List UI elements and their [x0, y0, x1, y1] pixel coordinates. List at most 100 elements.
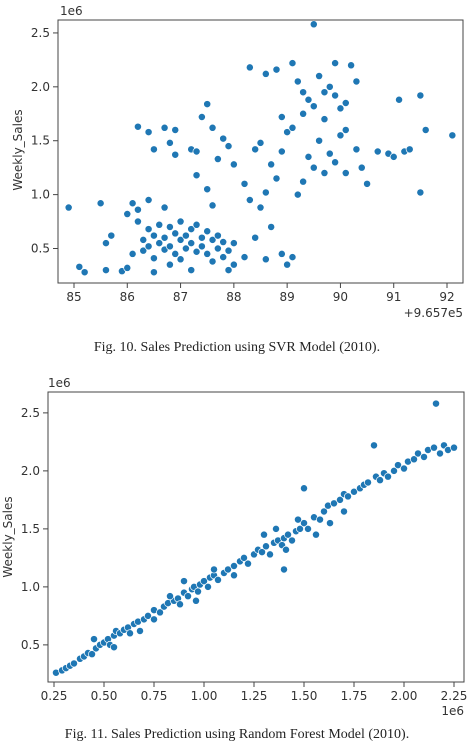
scatter-point: [320, 507, 328, 516]
scatter-point: [352, 145, 361, 154]
scatter-point: [364, 478, 372, 487]
scatter-point: [219, 238, 228, 246]
scatter-point: [213, 155, 222, 163]
scatter-point: [261, 69, 270, 78]
scatter-point: [244, 559, 252, 568]
scatter-point: [300, 519, 308, 528]
y-tick-label: 0.5: [31, 242, 50, 256]
scatter-point: [283, 128, 292, 137]
scatter-point: [229, 239, 238, 248]
scatter-point: [277, 113, 286, 121]
y-tick-label: 2.0: [21, 464, 40, 478]
scatter-point: [75, 262, 84, 271]
scatter-point: [331, 91, 340, 100]
x-tick-label: 0.25: [41, 689, 68, 703]
x-tick-label: 1.00: [191, 689, 218, 703]
scatter-point: [340, 507, 348, 516]
y-scale-label: 1e6: [60, 4, 83, 18]
scatter-point: [280, 565, 288, 574]
scatter-point: [390, 466, 398, 475]
scatter-point: [325, 82, 334, 91]
scatter-point: [384, 472, 392, 481]
scatter-point: [192, 147, 201, 156]
scatter-point: [203, 185, 212, 194]
x-tick-label: 88: [226, 290, 241, 304]
scatter-point: [64, 203, 73, 212]
scatter-point: [144, 128, 153, 137]
scatter-point: [102, 239, 110, 248]
y-tick-label: 2.5: [21, 406, 40, 420]
scatter-point: [208, 123, 217, 132]
scatter-point: [261, 188, 270, 197]
scatter-point: [194, 587, 202, 596]
y-tick-label: 1.5: [31, 134, 50, 148]
scatter-point: [414, 449, 422, 458]
scatter-point: [80, 268, 89, 277]
scatter-point: [204, 582, 212, 591]
scatter-point: [219, 134, 228, 143]
figure-caption-10: Fig. 10. Sales Prediction using SVR Mode…: [93, 340, 381, 355]
x-tick-label: 0.75: [141, 689, 168, 703]
scatter-point: [352, 77, 361, 86]
scatter-point: [272, 174, 281, 183]
figure-caption-11: Fig. 11. Sales Prediction using Random F…: [64, 727, 410, 742]
scatter-point: [171, 249, 180, 258]
scatter-point: [203, 227, 212, 236]
scatter-point: [165, 223, 174, 231]
svr-scatter-chart: 1e6 +9.657e5 Weekly_Sales 85 86 87 88 89 90 91…: [11, 4, 464, 320]
scatter-point: [166, 592, 174, 601]
y-tick-label: 1.0: [31, 188, 50, 202]
scatter-point: [299, 177, 308, 186]
scatter-point: [394, 461, 402, 470]
scatter-point: [200, 577, 208, 586]
scatter-point: [192, 596, 200, 605]
scatter-point: [309, 163, 318, 172]
x-ticks: 0.25 0.50 0.75 1.00 1.25 1.50 1.75 2.00 2.25: [41, 682, 467, 703]
scatter-point: [213, 244, 222, 253]
scatter-point: [224, 246, 233, 255]
scatter-point: [155, 239, 164, 248]
scatter-point: [197, 233, 206, 242]
scatter-point: [208, 201, 217, 210]
scatter-point: [320, 88, 329, 97]
scatter-point: [350, 487, 358, 496]
scatter-point: [373, 147, 382, 156]
scatter-point: [192, 171, 201, 180]
scatter-point: [258, 548, 266, 557]
x-tick-label: 85: [66, 290, 81, 304]
scatter-point: [165, 242, 174, 251]
scatter-point: [126, 629, 134, 638]
scatter-point: [123, 263, 132, 272]
scatter-point: [288, 59, 297, 68]
scatter-point: [432, 399, 440, 408]
scatter-point: [420, 453, 428, 461]
scatter-point: [315, 136, 324, 145]
scatter-point: [267, 160, 276, 169]
scatter-point: [299, 88, 308, 97]
x-tick-label: 0.50: [91, 689, 118, 703]
scatter-point: [430, 443, 438, 452]
scatter-point: [260, 530, 268, 539]
scatter-point: [90, 635, 98, 644]
scatter-point: [160, 123, 169, 132]
x-scale-label: 1e6: [441, 704, 464, 718]
scatter-point: [176, 235, 185, 244]
x-tick-label: 92: [439, 290, 454, 304]
scatter-point: [203, 249, 212, 258]
x-tick-label: 86: [120, 290, 135, 304]
y-scale-label: 1e6: [48, 376, 71, 390]
scatter-point: [245, 63, 254, 72]
scatter-point: [262, 542, 270, 551]
scatter-point: [224, 266, 233, 275]
y-axis-label: Weekly_Sales: [11, 109, 25, 190]
y-tick-label: 1.0: [21, 580, 40, 594]
scatter-point: [224, 565, 232, 574]
scatter-point: [187, 239, 196, 248]
scatter-point: [309, 102, 318, 111]
scatter-point: [208, 235, 217, 244]
scatter-point: [336, 104, 345, 113]
scatter-point: [139, 235, 148, 244]
scatter-point: [256, 138, 265, 147]
scatter-point: [267, 223, 276, 231]
scatter-point: [299, 109, 308, 118]
